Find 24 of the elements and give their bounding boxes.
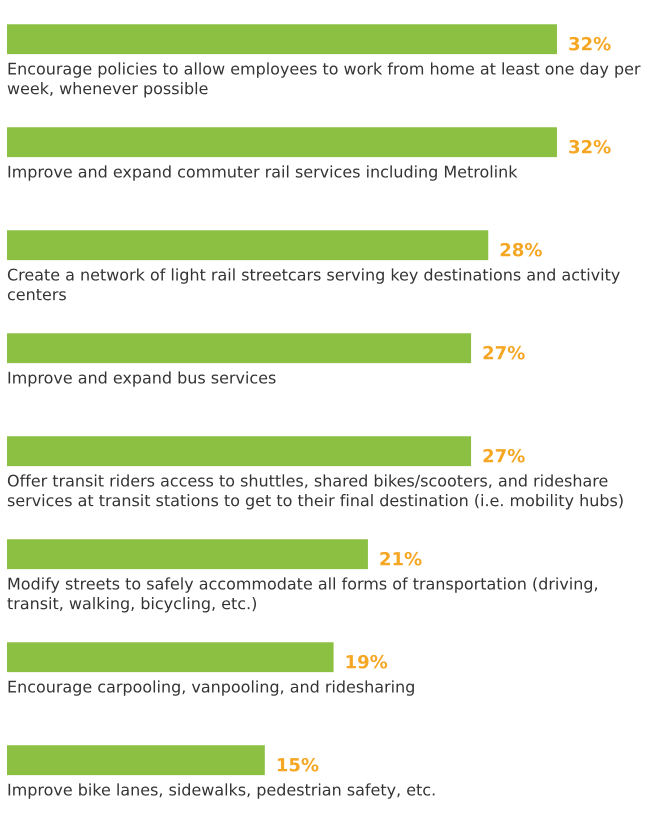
- bar: [7, 539, 368, 570]
- bar: [7, 127, 557, 158]
- data-label: 32%: [569, 36, 611, 51]
- data-label: 28%: [500, 242, 542, 257]
- y-tick-label: Improve and expand bus services: [8, 371, 276, 387]
- y-tick-label: Encourage policies to allow employees to work from home at least one day per week, whenever possible: [8, 62, 641, 98]
- data-label: 21%: [380, 552, 422, 566]
- y-tick-label: Offer transit riders access to shuttles, shared bikes/scooters, and rideshare services at transit stations to get to their final destination (i.e. mobility hubs): [8, 474, 623, 510]
- data-label: 15%: [278, 758, 318, 772]
- y-tick-label: Encourage carpooling, vanpooling, and ridesharing: [8, 680, 414, 696]
- bar: [7, 745, 265, 776]
- data-label: 32%: [569, 140, 611, 154]
- y-tick-label: Improve bike lanes, sidewalks, pedestrian safety, etc.: [8, 783, 434, 799]
- bar: [7, 230, 488, 260]
- data-label: 27%: [483, 448, 525, 463]
- y-tick-label: Create a network of light rail streetcars serving key destinations and activity centers: [8, 268, 620, 300]
- bar: [7, 333, 472, 364]
- y-tick-label: Improve and expand commuter rail services including Metrolink: [8, 165, 518, 181]
- data-label: 19%: [346, 654, 388, 669]
- y-tick-label: Modify streets to safely accommodate all forms of transportation (driving, transit, walking, bicycling, etc.): [7, 577, 598, 612]
- bar: [7, 436, 472, 466]
- data-label: 27%: [483, 346, 525, 360]
- bar: [7, 642, 334, 672]
- bar: [7, 24, 557, 54]
